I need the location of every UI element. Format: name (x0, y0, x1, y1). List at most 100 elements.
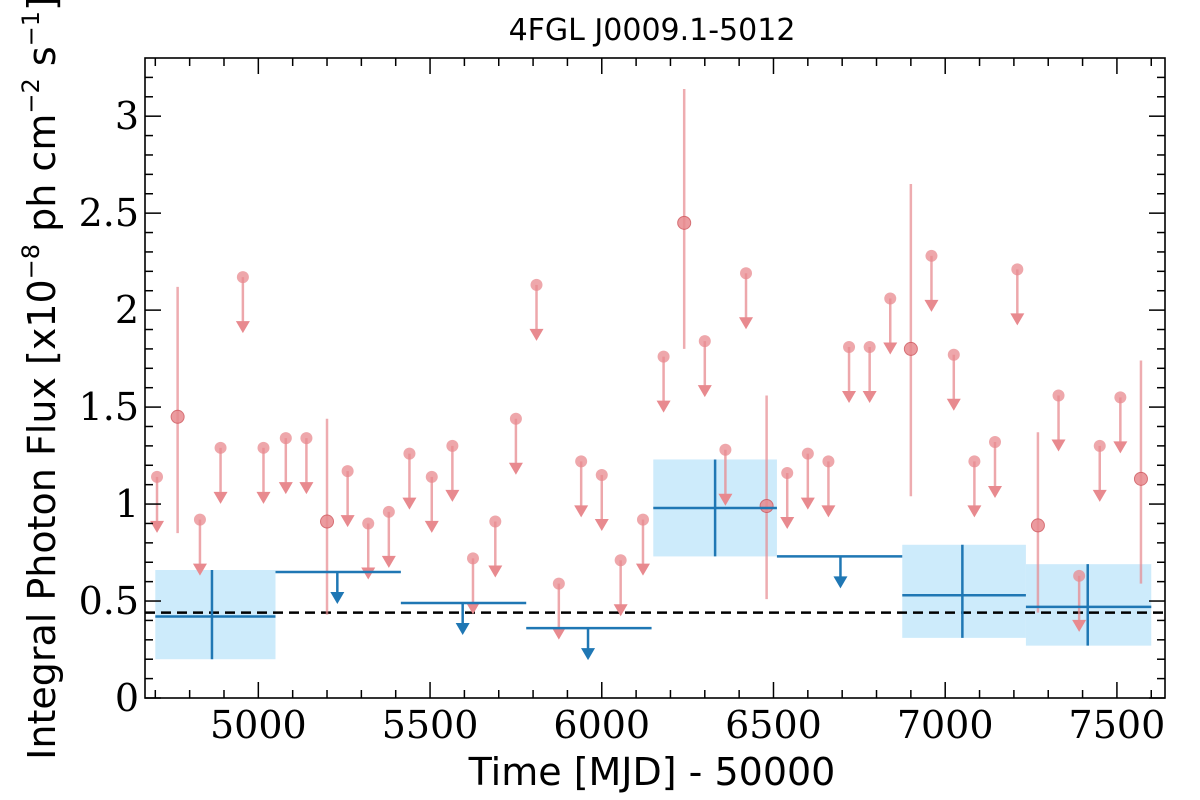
short-bin-detection (903, 184, 918, 497)
short-bin-upper-limit (508, 412, 523, 475)
upper-limit-arrow (340, 515, 355, 528)
upper-limit-marker (1011, 263, 1024, 276)
y-axis-label-exp2: −2 (17, 78, 45, 113)
short-bin-upper-limit (967, 455, 982, 518)
long-bin-error-band (155, 570, 276, 660)
upper-limit-arrow (299, 482, 314, 495)
upper-limit-arrow (821, 505, 836, 518)
detection-marker (677, 215, 692, 230)
short-bin-upper-limit (862, 340, 877, 403)
long-bin-error-band (902, 544, 1026, 638)
x-tick-label: 7500 (1069, 703, 1166, 747)
short-bin-upper-limit (1010, 263, 1025, 326)
upper-limit-marker (466, 552, 479, 565)
x-tick-label: 5000 (210, 703, 307, 747)
upper-limit-arrow (213, 491, 228, 504)
upper-limit-marker (657, 350, 670, 363)
upper-limit-arrow (465, 602, 480, 615)
upper-limit-marker (257, 441, 270, 454)
upper-limit-arrow (529, 328, 544, 341)
upper-limit-arrow (361, 567, 376, 580)
upper-limit-arrow (1051, 439, 1066, 452)
short-bin-upper-limit (465, 552, 480, 615)
upper-limit-arrow (1092, 489, 1107, 502)
short-bin-detection (1030, 432, 1045, 613)
long-bin-upper-limit (776, 555, 903, 589)
long-bin-detection (155, 570, 276, 660)
upper-limit-arrow (445, 489, 460, 502)
short-bin-upper-limit (780, 467, 795, 530)
upper-limit-marker (425, 470, 438, 483)
upper-limit-arrow (192, 563, 207, 576)
y-axis-label-suffix: ] (20, 0, 64, 11)
short-bin-upper-limit (278, 432, 293, 495)
short-bin-upper-limit (361, 517, 376, 580)
plot-frame (144, 57, 1166, 699)
upper-limit-arrow (1113, 441, 1128, 454)
short-bin-upper-limit (1051, 389, 1066, 452)
short-bin-upper-limit (988, 436, 1002, 498)
upper-limit-arrow (256, 491, 271, 504)
upper-limit-marker (968, 455, 981, 468)
plot-area (145, 89, 1165, 661)
short-bin-upper-limit (1092, 439, 1107, 502)
upper-limit-arrow (697, 385, 712, 398)
detection-marker (1030, 518, 1045, 533)
upper-limit-marker (636, 513, 649, 526)
chart-title: 4FGL J0009.1-5012 (509, 13, 796, 48)
upper-limit-arrow (739, 317, 754, 330)
y-tick-label: 2 (115, 288, 139, 332)
upper-limit-arrow (381, 555, 396, 568)
short-bin-upper-limit (340, 465, 355, 528)
upper-limit-marker (214, 441, 227, 454)
upper-limit-marker (489, 515, 502, 528)
upper-limit-arrow (842, 390, 857, 403)
upper-limit-arrow (150, 520, 165, 533)
long-bin-upper-limit-arrow (581, 648, 596, 661)
detection-marker (320, 514, 335, 529)
upper-limit-marker (193, 513, 206, 526)
y-axis-label-exp1: −8 (17, 244, 45, 279)
upper-limit-marker (989, 436, 1001, 448)
upper-limit-marker (236, 271, 249, 284)
y-axis-label-mid2: s (20, 46, 64, 78)
y-axis-label-prefix: Integral Photon Flux [x10 (20, 279, 64, 760)
upper-limit-arrow (780, 517, 795, 530)
long-bin-upper-limit (400, 601, 527, 635)
short-bin-upper-limit (381, 505, 396, 568)
upper-limit-marker (740, 267, 753, 280)
detection-marker (1133, 471, 1148, 486)
y-axis-label: Integral Photon Flux [x10−8 ph cm−2 s−1] (17, 0, 64, 760)
y-tick-label: 0 (115, 676, 139, 720)
long-bin-upper-limit-arrow (330, 591, 345, 604)
y-axis: 0 0.5 1 1.5 2 2.5 3 (79, 76, 1165, 720)
short-bin-detection (677, 89, 692, 349)
upper-limit-arrow (718, 493, 733, 506)
upper-limit-marker (614, 554, 627, 567)
y-tick-label: 2.5 (79, 191, 139, 235)
short-bin-upper-limit (635, 513, 650, 576)
short-bin-upper-limit (1072, 569, 1087, 632)
short-bin-upper-limit (235, 271, 250, 334)
upper-limit-arrow (594, 518, 609, 531)
upper-limit-marker (530, 278, 543, 291)
upper-limit-arrow (402, 497, 417, 510)
short-bin-upper-limit (299, 432, 314, 495)
upper-limit-marker (151, 470, 164, 483)
upper-limit-marker (362, 517, 375, 530)
upper-limit-arrow (488, 565, 503, 578)
short-bin-upper-limit (800, 447, 815, 510)
upper-limit-arrow (924, 299, 939, 312)
upper-limit-marker (575, 455, 588, 468)
upper-limit-marker (884, 292, 897, 305)
long-bin-detection (1025, 564, 1152, 646)
upper-limit-arrow (862, 390, 877, 403)
upper-limit-marker (341, 465, 354, 478)
short-bin-upper-limit (718, 443, 733, 506)
upper-limit-arrow (967, 505, 982, 518)
upper-limit-arrow (635, 563, 650, 576)
long-bin-upper-limit-arrow (455, 622, 470, 635)
upper-limit-arrow (551, 627, 566, 640)
upper-limit-arrow (613, 604, 628, 617)
